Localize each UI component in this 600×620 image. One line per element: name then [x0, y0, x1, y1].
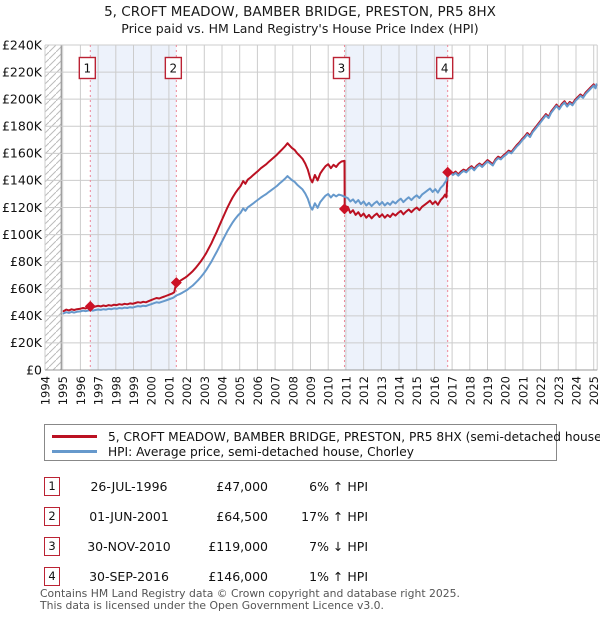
sale-date: 01-JUN-2001: [89, 508, 169, 524]
svg-text:2004: 2004: [216, 376, 230, 405]
sale-price: £146,000: [208, 568, 268, 584]
hpi-line-swatch: [52, 450, 97, 453]
sale-number-badge: 2: [44, 506, 60, 526]
hpi-line: [62, 83, 598, 315]
sale-flag-box-1: [78, 56, 97, 80]
svg-text:2002: 2002: [180, 376, 194, 405]
sale-marker-3: [338, 203, 350, 215]
svg-text:2008: 2008: [286, 376, 300, 405]
svg-text:1995: 1995: [56, 376, 70, 405]
table-row: 2 01-JUN-2001 £64,500 17% ↑ HPI: [44, 501, 368, 531]
svg-text:£240K: £240K: [2, 38, 43, 52]
sale-flag-number-3: 3: [338, 62, 346, 76]
page-title: 5, CROFT MEADOW, BAMBER BRIDGE, PRESTON,…: [104, 4, 496, 20]
svg-text:2010: 2010: [322, 376, 336, 405]
sale-hpi-delta: 17% ↑ HPI: [301, 508, 368, 524]
sale-flag-number-2: 2: [170, 62, 178, 76]
footer-line-1: Contains HM Land Registry data © Crown c…: [40, 587, 460, 600]
property-price-line: [62, 83, 598, 313]
svg-text:2020: 2020: [499, 376, 513, 405]
svg-text:2011: 2011: [339, 376, 353, 405]
legend-label-hpi: HPI: Average price, semi-detached house,…: [108, 444, 414, 459]
svg-text:2013: 2013: [375, 376, 389, 405]
svg-text:2007: 2007: [269, 376, 283, 405]
table-row: 1 26-JUL-1996 £47,000 6% ↑ HPI: [44, 471, 368, 501]
sales-table: 1 26-JUL-1996 £47,000 6% ↑ HPI 2 01-JUN-…: [44, 471, 368, 591]
sale-marker-1: [84, 300, 96, 312]
x-axis-labels: 1994 1995 1996 1997 1998 1999 2000 2001 2002 2003…: [39, 376, 600, 405]
table-row: 3 30-NOV-2010 £119,000 7% ↓ HPI: [44, 531, 368, 561]
sale-price: £47,000: [216, 478, 268, 494]
svg-text:2005: 2005: [233, 376, 247, 405]
svg-text:£60K: £60K: [10, 281, 43, 296]
svg-text:£80K: £80K: [10, 254, 43, 269]
svg-text:2022: 2022: [534, 376, 548, 405]
svg-text:2021: 2021: [516, 376, 530, 405]
svg-text:2025: 2025: [587, 376, 600, 405]
svg-text:2014: 2014: [393, 376, 407, 405]
footer-line-2: This data is licensed under the Open Gov…: [40, 598, 384, 612]
svg-text:2016: 2016: [428, 376, 442, 405]
sale-date: 30-SEP-2016: [89, 568, 169, 584]
svg-text:2024: 2024: [570, 376, 584, 405]
sale-flag-box-2: [164, 56, 183, 80]
svg-text:2023: 2023: [552, 376, 566, 405]
y-axis-labels: £0 £20K £40K £60K £80K £100K £120K £140K £160K £1…: [2, 38, 43, 377]
svg-text:2012: 2012: [357, 376, 371, 405]
sale-number-badge: 3: [44, 536, 60, 556]
svg-text:£100K: £100K: [2, 227, 43, 242]
page-subtitle: Price paid vs. HM Land Registry's House …: [121, 21, 479, 36]
property-line-swatch: [52, 435, 97, 438]
sale-flag-number-4: 4: [441, 62, 449, 76]
sale-price: £119,000: [208, 538, 268, 554]
table-row: 4 30-SEP-2016 £146,000 1% ↑ HPI: [44, 561, 368, 591]
svg-text:2017: 2017: [446, 376, 460, 405]
svg-text:£40K: £40K: [10, 308, 43, 323]
sale-flag-number-1: 1: [83, 62, 91, 76]
svg-text:£140K: £140K: [2, 173, 43, 188]
svg-text:£120K: £120K: [2, 200, 43, 215]
sale-date: 30-NOV-2010: [87, 538, 171, 554]
svg-text:£0: £0: [26, 362, 42, 377]
price-history-chart: 1 2 3 4 £0 £20K £40K £60K £80K £100K £120K £140K £16…: [2, 38, 600, 405]
sale-price: £64,500: [216, 508, 268, 524]
svg-text:1998: 1998: [109, 376, 123, 405]
svg-text:2003: 2003: [198, 376, 212, 405]
svg-text:1994: 1994: [39, 376, 53, 405]
svg-text:£200K: £200K: [2, 91, 43, 106]
license-footer: Contains HM Land Registry data © Crown c…: [40, 588, 460, 611]
legend-item-hpi: HPI: Average price, semi-detached house,…: [52, 444, 556, 459]
svg-text:2001: 2001: [162, 376, 176, 405]
sale-flag-box-3: [332, 56, 351, 80]
svg-text:2009: 2009: [304, 376, 318, 405]
legend-item-property: 5, CROFT MEADOW, BAMBER BRIDGE, PRESTON,…: [52, 429, 600, 444]
svg-text:£180K: £180K: [2, 119, 43, 134]
sale-date: 26-JUL-1996: [90, 478, 168, 494]
svg-text:2019: 2019: [481, 376, 495, 405]
sale-marker-2: [170, 277, 182, 289]
sale-hpi-delta: 1% ↑ HPI: [309, 568, 368, 584]
svg-text:2015: 2015: [410, 376, 424, 405]
svg-text:£20K: £20K: [10, 335, 43, 350]
svg-text:2018: 2018: [463, 376, 477, 405]
sale-flag-box-4: [435, 56, 454, 80]
svg-text:£160K: £160K: [2, 146, 43, 161]
legend-label-property: 5, CROFT MEADOW, BAMBER BRIDGE, PRESTON,…: [108, 429, 600, 444]
chart-legend: 5, CROFT MEADOW, BAMBER BRIDGE, PRESTON,…: [44, 424, 600, 461]
sale-number-badge: 4: [44, 566, 60, 586]
sale-marker-4: [442, 166, 454, 178]
svg-text:2006: 2006: [251, 376, 265, 405]
svg-text:£220K: £220K: [2, 64, 43, 79]
sale-number-badge: 1: [44, 476, 60, 496]
svg-text:1997: 1997: [92, 376, 106, 405]
svg-text:1996: 1996: [74, 376, 88, 405]
sale-hpi-delta: 6% ↑ HPI: [309, 478, 368, 494]
sale-hpi-delta: 7% ↓ HPI: [309, 538, 368, 554]
svg-text:1999: 1999: [127, 376, 141, 405]
svg-text:2000: 2000: [145, 376, 159, 405]
